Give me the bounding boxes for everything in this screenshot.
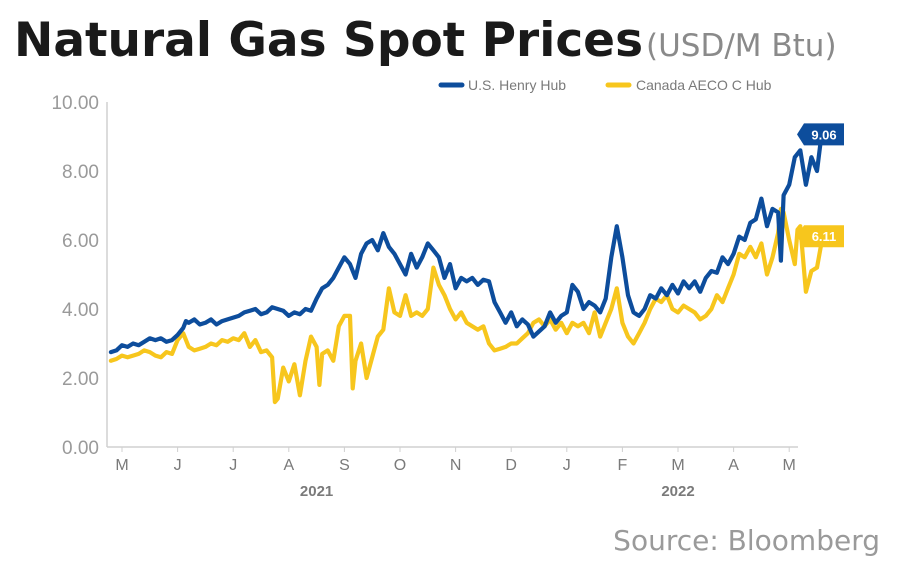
y-tick-label: 4.00 — [62, 300, 99, 321]
x-tick-label: M — [671, 457, 684, 474]
y-tick-label: 6.00 — [62, 231, 99, 252]
y-axis: 0.00 2.00 4.00 6.00 8.00 10.00 — [51, 93, 99, 459]
chart-title: Natural Gas Spot Prices — [14, 13, 643, 68]
y-tick-label: 2.00 — [62, 369, 99, 390]
end-label-tag — [797, 225, 844, 248]
end-label-value: 6.11 — [812, 229, 837, 244]
x-year-label: 2021 — [300, 483, 333, 500]
end-label-value: 9.06 — [811, 127, 836, 142]
end-label-1: 6.11 — [797, 225, 844, 248]
x-tick-label: D — [505, 457, 517, 474]
series-layer — [108, 124, 831, 405]
source-note: Source: Bloomberg — [613, 524, 880, 557]
x-tick-label: N — [450, 457, 462, 474]
end-label-tag — [797, 123, 844, 146]
y-tick-label: 0.00 — [62, 438, 99, 459]
x-tick-label: A — [728, 457, 739, 474]
y-tick-label: 10.00 — [51, 93, 99, 114]
legend-label-henry-hub: U.S. Henry Hub — [468, 77, 566, 93]
end-label-0: 9.06 — [797, 123, 844, 146]
x-axis: M J J A S O N D J F M A M 2021 2022 — [115, 447, 796, 500]
x-tick-label: M — [783, 457, 796, 474]
x-tick-label: A — [283, 457, 294, 474]
series-line-u-s-henry-hub — [108, 124, 831, 355]
x-year-label: 2022 — [661, 483, 694, 500]
y-tick-label: 8.00 — [62, 162, 99, 183]
x-tick-label: O — [394, 457, 406, 474]
x-tick-label: S — [339, 457, 350, 474]
chart-subtitle: (USD/M Btu) — [646, 28, 837, 64]
x-tick-label: J — [563, 457, 571, 474]
legend: U.S. Henry Hub Canada AECO C Hub — [438, 77, 772, 93]
x-tick-label: J — [174, 457, 182, 474]
series-line-canada-aeco-c-hub — [108, 206, 831, 405]
legend-label-aeco: Canada AECO C Hub — [636, 77, 772, 93]
end-labels: 9.06 6.11 — [797, 123, 844, 248]
x-tick-label: J — [229, 457, 237, 474]
x-tick-label: F — [618, 457, 628, 474]
x-tick-label: M — [115, 457, 128, 474]
